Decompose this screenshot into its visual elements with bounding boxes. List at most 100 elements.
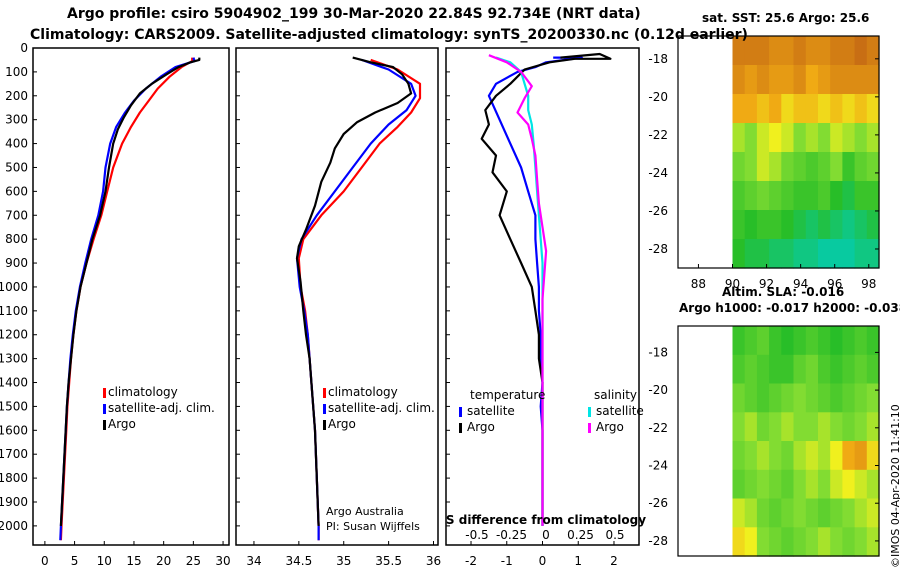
salinity-legend-swatch bbox=[323, 404, 326, 414]
altimetry-SLA-cell bbox=[732, 326, 746, 356]
difference-from-climatology-series-salinity-argo bbox=[488, 54, 548, 526]
satellite-SST-cell bbox=[744, 152, 758, 182]
satellite-SST-cell bbox=[842, 94, 856, 124]
altimetry-SLA-cell bbox=[805, 469, 819, 500]
altimetry-SLA-cell bbox=[830, 441, 843, 471]
satellite-SST-cell bbox=[830, 65, 843, 95]
diff-secondary-axis-title: S difference from climatology bbox=[446, 513, 646, 527]
satellite-SST-cell bbox=[781, 65, 795, 95]
altimetry-SLA-cell bbox=[818, 326, 831, 356]
altimetry-SLA-cell bbox=[756, 527, 770, 557]
satellite-SST-cell bbox=[744, 94, 758, 124]
satellite-SST-cell bbox=[805, 65, 819, 95]
satellite-SST-cell bbox=[830, 36, 843, 66]
satellite-SST-cell bbox=[854, 181, 868, 211]
altimetry-SLA-cell bbox=[854, 326, 868, 356]
altimetry-SLA-cell bbox=[756, 326, 770, 356]
diff-secondary-tick-label: -0.5 bbox=[465, 528, 488, 542]
altimetry-SLA-cell bbox=[769, 441, 782, 471]
altimetry-SLA-cell bbox=[744, 498, 758, 528]
altimetry-SLA-cell bbox=[732, 354, 746, 385]
temperature-legend-label: Argo bbox=[108, 417, 136, 431]
sla-map-subtitle: Argo h1000: -0.017 h2000: -0.038 bbox=[679, 301, 900, 315]
altimetry-SLA-cell bbox=[842, 383, 856, 413]
temperature-xtick-label: 20 bbox=[156, 554, 171, 568]
depth-tick-label: 200 bbox=[5, 89, 28, 103]
sla-map-title: Altim. SLA: -0.016 bbox=[722, 285, 845, 299]
altimetry-SLA-ytick-label: -22 bbox=[648, 421, 668, 435]
altimetry-SLA-cell bbox=[793, 354, 807, 385]
altimetry-SLA-cell bbox=[744, 326, 758, 356]
depth-tick-label: 400 bbox=[5, 137, 28, 151]
satellite-SST-cell bbox=[866, 210, 880, 240]
satellite-SST-cell bbox=[732, 181, 746, 211]
satellite-SST-cell bbox=[866, 123, 880, 153]
temperature-legend-swatch bbox=[103, 388, 106, 398]
altimetry-SLA-cell bbox=[866, 383, 880, 413]
altimetry-SLA-cell bbox=[744, 441, 758, 471]
salinity-xtick-label: 35 bbox=[336, 554, 351, 568]
altimetry-SLA-ytick-label: -20 bbox=[648, 383, 668, 397]
satellite-SST-cell bbox=[732, 152, 746, 182]
altimetry-SLA-cell bbox=[818, 441, 831, 471]
diff-legend-label: Argo bbox=[596, 420, 624, 434]
satellite-SST-cell bbox=[793, 210, 807, 240]
sst-map-title: sat. SST: 25.6 Argo: 25.6 bbox=[702, 11, 870, 25]
salinity-xtick-label: 36 bbox=[426, 554, 441, 568]
altimetry-SLA-cell bbox=[854, 412, 868, 442]
depth-tick-label: 300 bbox=[5, 113, 28, 127]
satellite-SST-cell bbox=[769, 239, 782, 269]
satellite-SST-cell bbox=[842, 181, 856, 211]
altimetry-SLA-cell bbox=[756, 441, 770, 471]
depth-tick-label: 1200 bbox=[0, 328, 28, 342]
altimetry-SLA-cell bbox=[781, 441, 795, 471]
temperature-legend-swatch bbox=[103, 404, 106, 414]
altimetry-SLA-cell bbox=[769, 527, 782, 557]
satellite-SST-cell bbox=[830, 239, 843, 269]
diff-legend-label: Argo bbox=[467, 420, 495, 434]
depth-tick-label: 0 bbox=[20, 41, 28, 55]
satellite-SST-cell bbox=[866, 239, 880, 269]
depth-tick-label: 1500 bbox=[0, 399, 28, 413]
depth-tick-label: 1300 bbox=[0, 352, 28, 366]
diff-secondary-tick-label: 0.25 bbox=[567, 528, 594, 542]
satellite-SST-xtick-label: 88 bbox=[691, 277, 706, 291]
satellite-SST-cell bbox=[854, 65, 868, 95]
altimetry-SLA-cell bbox=[744, 354, 758, 385]
altimetry-SLA-cell bbox=[793, 412, 807, 442]
satellite-SST-cell bbox=[793, 152, 807, 182]
altimetry-SLA-cell bbox=[866, 412, 880, 442]
altimetry-SLA-cell bbox=[781, 354, 795, 385]
salinity-legend-swatch bbox=[323, 420, 326, 430]
satellite-SST-cell bbox=[756, 123, 770, 153]
salinity-legend-label: satellite-adj. clim. bbox=[328, 401, 435, 415]
satellite-SST-cell bbox=[781, 36, 795, 66]
altimetry-SLA-cell bbox=[781, 498, 795, 528]
diff-legend-swatch bbox=[588, 407, 591, 417]
satellite-SST-cell bbox=[793, 36, 807, 66]
satellite-SST-cell bbox=[732, 65, 746, 95]
satellite-SST-cell bbox=[744, 210, 758, 240]
altimetry-SLA-cell bbox=[756, 412, 770, 442]
satellite-SST-cell bbox=[805, 94, 819, 124]
temperature-legend-swatch bbox=[103, 420, 106, 430]
altimetry-SLA-cell bbox=[830, 498, 843, 528]
diff-legend-label: satellite bbox=[467, 404, 515, 418]
satellite-SST-cell bbox=[781, 152, 795, 182]
satellite-SST-cell bbox=[805, 123, 819, 153]
altimetry-SLA-cell bbox=[805, 527, 819, 557]
depth-tick-label: 1600 bbox=[0, 423, 28, 437]
satellite-SST-cell bbox=[854, 239, 868, 269]
satellite-SST-cell bbox=[769, 94, 782, 124]
difference-from-climatology-xtick-label: -1 bbox=[501, 554, 513, 568]
satellite-SST-cell bbox=[769, 36, 782, 66]
satellite-SST-cell bbox=[854, 152, 868, 182]
satellite-SST-cell bbox=[842, 65, 856, 95]
satellite-SST-cell bbox=[854, 36, 868, 66]
satellite-SST-xtick-label: 92 bbox=[759, 277, 774, 291]
satellite-SST-cell bbox=[818, 239, 831, 269]
satellite-SST-ytick-label: -22 bbox=[648, 128, 668, 142]
difference-from-climatology-xtick-label: 1 bbox=[574, 554, 582, 568]
altimetry-SLA-cell bbox=[866, 498, 880, 528]
figure-title-line2: Climatology: CARS2009. Satellite-adjuste… bbox=[30, 27, 748, 43]
